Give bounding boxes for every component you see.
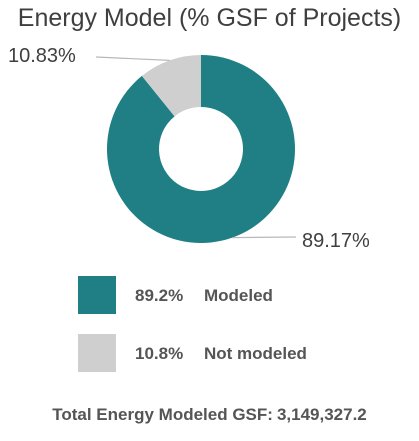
data-label-not-modeled: 10.83% [8,45,76,67]
donut-chart: 89.17% 10.83% [8,45,370,252]
legend-value-not-modeled: 10.8% [135,344,184,363]
leader-line-not-modeled [95,56,170,61]
total-gsf-value: 3,149,327.2 [276,405,367,424]
slice-not-modeled [141,55,201,117]
slice-modeled [106,55,295,243]
total-gsf-label: Total Energy Modeled GSF: [52,405,273,424]
data-label-modeled: 89.17% [302,230,370,252]
legend-label-modeled: Modeled [204,286,273,305]
chart-title: Energy Model (% GSF of Projects) [17,4,402,32]
total-gsf-footer: Total Energy Modeled GSF: 3,149,327.2 [0,405,419,425]
legend-swatch-modeled [78,276,116,314]
legend-value-modeled: 89.2% [135,286,184,305]
legend-label-not-modeled: Not modeled [204,344,307,363]
leader-line-modeled [232,236,297,239]
legend-swatch-not-modeled [78,334,116,372]
